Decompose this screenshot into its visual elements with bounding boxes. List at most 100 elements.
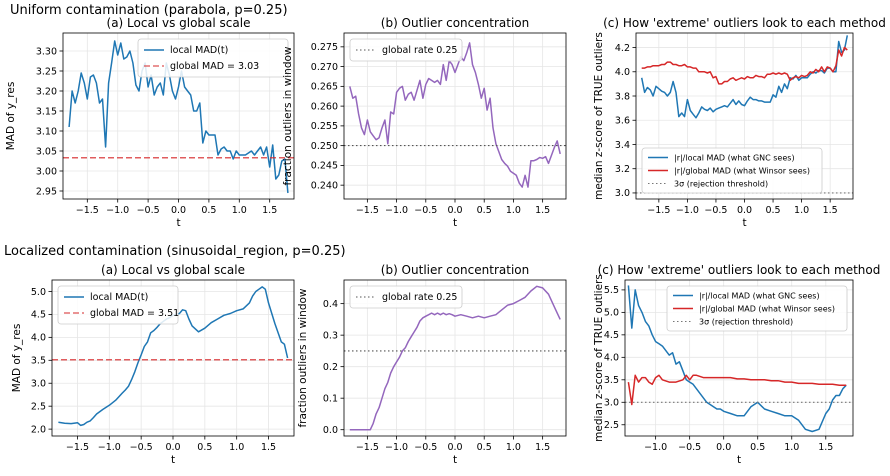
x-axis-label: t xyxy=(453,217,457,229)
legend-label-0: |r|/local MAD (what GNC sees) xyxy=(674,154,795,163)
legend-box xyxy=(137,38,289,78)
y-tick-label: 5.5 xyxy=(604,285,619,296)
x-axis-label: t xyxy=(742,217,746,229)
y-tick-label: 0.0 xyxy=(323,425,338,436)
chart-title: (a) Local vs global scale xyxy=(101,263,245,277)
legend-box xyxy=(349,285,463,309)
legend-box xyxy=(57,285,179,325)
y-tick-label: 3.6 xyxy=(615,116,630,127)
x-tick-label: −1.5 xyxy=(647,205,670,216)
y-tick-label: 0.260 xyxy=(311,101,338,112)
x-tick-label: 1.0 xyxy=(784,442,799,453)
x-tick-label: 1.0 xyxy=(229,442,244,453)
y-axis-label: median z-score of TRUE outliers xyxy=(593,32,605,200)
chart-title: (a) Local vs global scale xyxy=(107,16,251,30)
legend-box xyxy=(349,38,463,62)
x-tick-label: −1.0 xyxy=(676,205,699,216)
chart-title: (b) Outlier concentration xyxy=(381,263,529,277)
legend-label-0: |r|/local MAD (what GNC sees) xyxy=(699,292,820,301)
y-axis-label: MAD of y_res xyxy=(11,324,23,393)
x-tick-label: 0.5 xyxy=(197,442,212,453)
legend-label-2: 3σ (rejection threshold) xyxy=(699,318,793,327)
x-tick-label: −0.5 xyxy=(414,442,437,453)
x-tick-label: 1.0 xyxy=(506,205,521,216)
chart-title: (b) Outlier concentration xyxy=(381,16,529,30)
y-tick-label: 0.3 xyxy=(323,330,338,341)
legend-label-1: |r|/global MAD (what Winsor sees) xyxy=(699,305,835,314)
x-tick-label: −0.5 xyxy=(704,205,727,216)
legend-box xyxy=(666,285,848,332)
y-tick-label: 4.5 xyxy=(31,310,46,321)
x-tick-label: −0.5 xyxy=(414,205,437,216)
x-tick-label: 0.0 xyxy=(447,205,462,216)
x-tick-label: −1.0 xyxy=(385,442,408,453)
axes-frame xyxy=(624,279,854,437)
x-tick-label: 1.5 xyxy=(535,205,550,216)
row-title-localized: Localized contamination (sinusoidal_regi… xyxy=(4,244,346,259)
legend-box xyxy=(641,147,823,194)
x-tick-label: −1.5 xyxy=(76,205,99,216)
y-tick-label: 5.0 xyxy=(31,287,46,298)
x-tick-label: −0.5 xyxy=(130,442,153,453)
legend-label-1: global rate 0.25 xyxy=(382,292,457,303)
y-tick-label: 2.0 xyxy=(31,424,46,435)
x-tick-label: 1.0 xyxy=(794,205,809,216)
y-tick-label: 3.0 xyxy=(615,188,630,199)
y-tick-label: 0.250 xyxy=(311,141,338,152)
legend-label-0: local MAD(t) xyxy=(170,45,228,56)
x-tick-label: 1.0 xyxy=(232,205,247,216)
x-tick-label: 0.5 xyxy=(750,442,765,453)
x-tick-label: 1.5 xyxy=(818,442,833,453)
series-line-0 xyxy=(349,285,561,431)
y-tick-label: 4.0 xyxy=(604,353,619,364)
x-tick-label: −1.0 xyxy=(98,442,121,453)
y-tick-label: 4.0 xyxy=(31,333,46,344)
y-tick-label: 0.4 xyxy=(323,299,338,310)
y-tick-label: 3.10 xyxy=(36,126,57,137)
y-tick-label: 0.275 xyxy=(311,42,338,53)
x-tick-label: 0.0 xyxy=(716,442,731,453)
x-tick-label: 1.5 xyxy=(823,205,838,216)
series-line-0 xyxy=(349,42,561,188)
y-axis-label: fraction outliers in window xyxy=(297,288,309,427)
y-tick-label: 3.0 xyxy=(604,398,619,409)
series-line-1 xyxy=(641,46,848,85)
series-line-0 xyxy=(627,285,847,433)
legend-label-1: global MAD = 3.51 xyxy=(90,308,179,319)
y-tick-label: 0.270 xyxy=(311,62,338,73)
legend-label-1: global MAD = 3.03 xyxy=(170,61,259,72)
x-tick-label: −1.5 xyxy=(356,442,379,453)
x-tick-label: 0.0 xyxy=(171,205,186,216)
y-tick-label: 3.2 xyxy=(615,164,630,175)
y-tick-label: 3.0 xyxy=(31,379,46,390)
x-tick-label: −0.5 xyxy=(137,205,160,216)
y-tick-label: 0.2 xyxy=(323,362,338,373)
y-tick-label: 0.255 xyxy=(311,121,338,132)
y-tick-label: 3.05 xyxy=(36,146,57,157)
x-tick-label: 0.0 xyxy=(447,442,462,453)
x-axis-label: t xyxy=(176,217,180,229)
row-title-uniform: Uniform contamination (parabola, p=0.25) xyxy=(10,3,288,18)
series-line-0 xyxy=(68,40,289,194)
x-tick-label: 0.0 xyxy=(165,442,180,453)
y-tick-label: 3.00 xyxy=(36,166,57,177)
y-tick-label: 3.20 xyxy=(36,86,57,97)
x-tick-label: 1.5 xyxy=(535,442,550,453)
y-tick-label: 2.5 xyxy=(604,420,619,431)
y-tick-label: 3.5 xyxy=(31,356,46,367)
y-tick-label: 0.265 xyxy=(311,82,338,93)
x-tick-label: 1.0 xyxy=(506,442,521,453)
y-tick-label: 3.30 xyxy=(36,46,57,57)
series-line-0 xyxy=(640,35,849,119)
chart-title: (c) How 'extreme' outliers look to each … xyxy=(598,263,881,277)
y-tick-label: 3.4 xyxy=(615,140,630,151)
legend-label-2: 3σ (rejection threshold) xyxy=(674,180,768,189)
y-axis-label: fraction outliers in window xyxy=(282,46,294,185)
y-tick-label: 0.240 xyxy=(311,180,338,191)
